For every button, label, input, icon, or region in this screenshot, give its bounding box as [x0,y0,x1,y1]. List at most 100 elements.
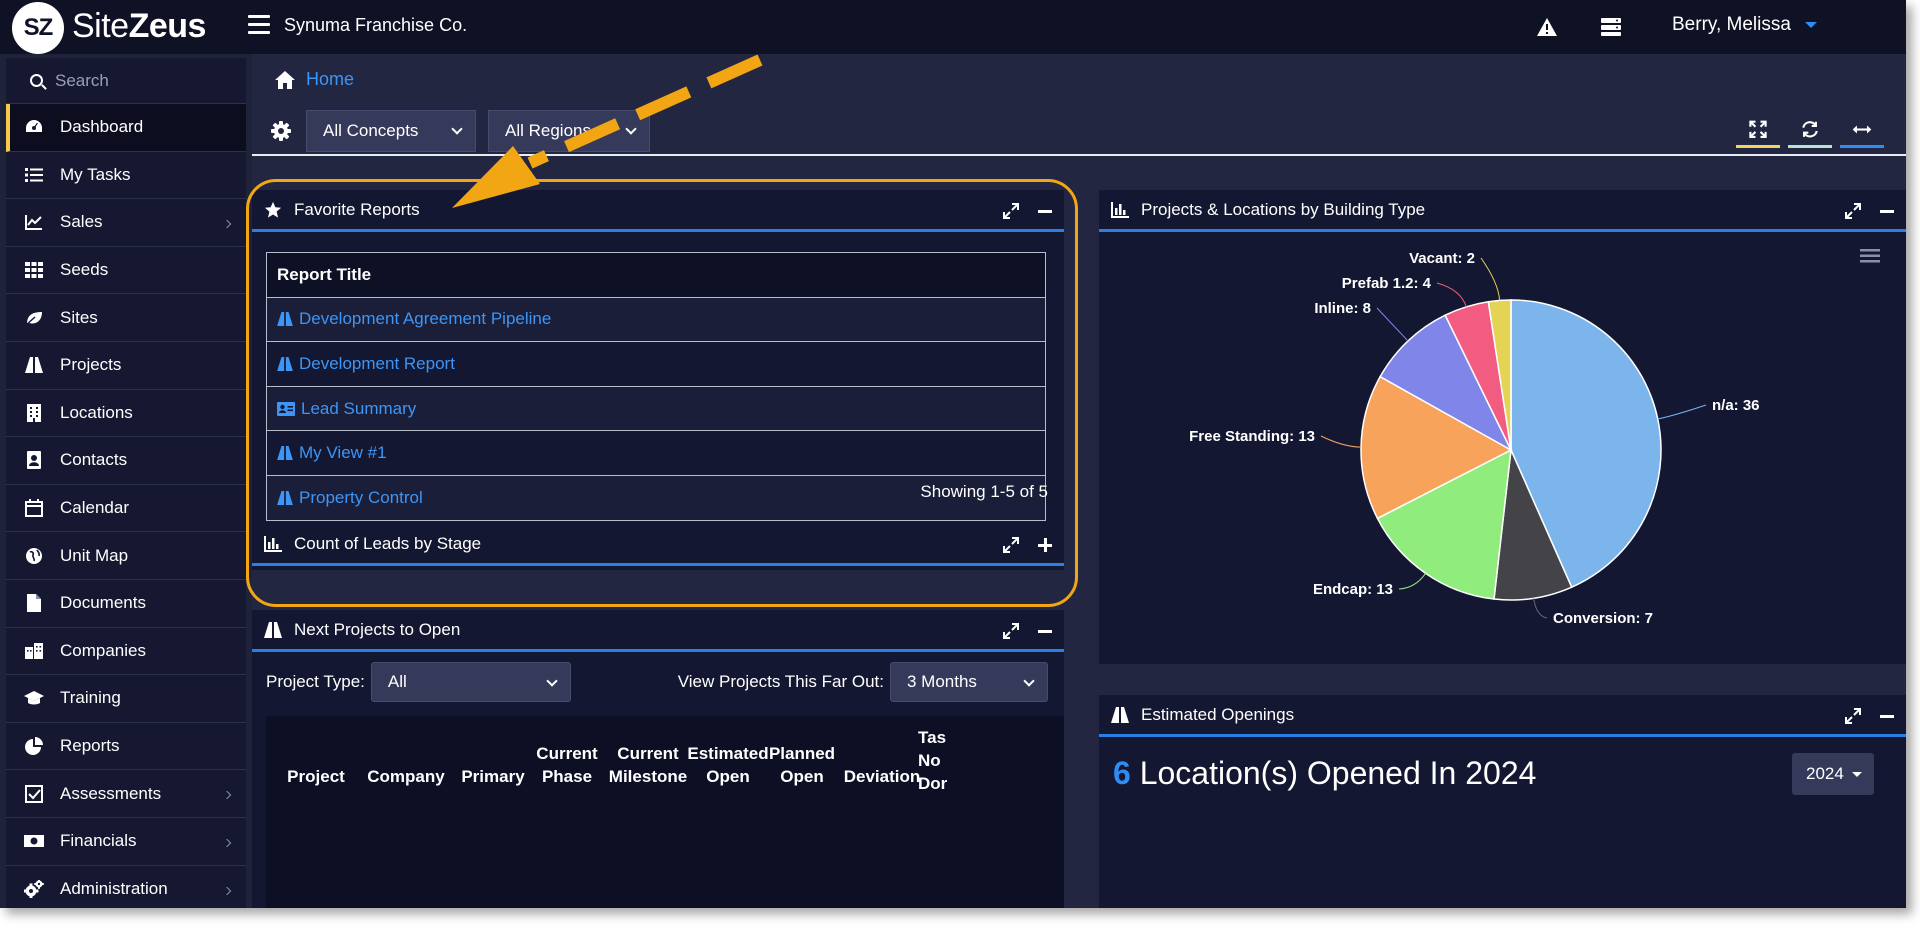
column-header[interactable]: Planned Open [768,744,836,786]
sidebar-item-label: My Tasks [60,164,131,184]
far-out-select[interactable]: 3 Months [890,662,1048,702]
favorite-reports-table: Report Title Development Agreement Pipel… [266,252,1046,521]
expand-icon[interactable] [1844,202,1862,220]
pie-connector [1398,573,1427,590]
menu-icon[interactable] [248,15,270,35]
project-type-select[interactable]: All [370,662,571,702]
sidebar-item-administration[interactable]: Administration [6,866,246,909]
sidebar-search[interactable]: Search [6,58,246,104]
sidebar-item-calendar[interactable]: Calendar [6,485,246,533]
minimize-icon[interactable] [1036,202,1054,220]
tasks-icon [24,166,44,184]
width-toggle-indicator [1840,144,1884,148]
widget-header: Estimated Openings [1099,695,1906,737]
logo[interactable]: SZ [12,2,64,54]
server-icon[interactable] [1600,17,1622,42]
minimize-icon[interactable] [1878,707,1896,725]
pie-slice-free-standing[interactable] [1360,375,1513,520]
minimize-icon[interactable] [1878,202,1896,220]
sidebar-item-locations[interactable]: Locations [6,390,246,438]
sidebar-item-label: Dashboard [60,117,144,137]
sidebar-item-reports[interactable]: Reports [6,723,246,771]
chevron-right-icon [222,791,232,800]
search-input[interactable]: Search [55,70,109,90]
top-bar: SZ SiteZeus Synuma Franchise Co. Berry, … [0,0,1906,54]
column-header[interactable]: Primary [461,767,525,786]
sidebar-item-training[interactable]: Training [6,675,246,723]
expand-icon[interactable] [1002,202,1020,220]
warning-icon[interactable] [1536,17,1558,42]
pie-slice-n-a[interactable] [1510,299,1662,589]
report-title[interactable]: My View #1 [299,443,387,463]
pie-slice-endcap[interactable] [1376,448,1512,600]
year-dropdown[interactable]: 2024 [1792,753,1874,795]
table-row: Property Control [266,474,1046,521]
column-header[interactable]: Estimated Open [687,744,769,786]
sidebar-item-sales[interactable]: Sales [6,199,246,247]
column-header[interactable]: Project [287,767,345,786]
report-title[interactable]: Development Agreement Pipeline [299,309,552,329]
report-link[interactable]: My View #1 [266,430,1046,476]
report-link[interactable]: Property Control [266,474,1046,521]
column-header[interactable]: Current Phase [536,744,598,786]
sidebar: Search Dashboard My Tasks Sales Seeds Sites P… [6,58,246,908]
sidebar-item-financials[interactable]: Financials [6,818,246,866]
concepts-select[interactable]: All Concepts [306,110,476,152]
column-header[interactable]: Tas No Dor [918,728,948,793]
sidebar-item-my-tasks[interactable]: My Tasks [6,152,246,200]
sidebar-item-documents[interactable]: Documents [6,580,246,628]
expand-icon[interactable] [1844,707,1862,725]
building-type-pie-chart: n/a: 36 Conversion: 7 Endcap: 13 Free Stand… [1189,249,1880,627]
project-type-filter: Project Type: All [266,662,571,702]
sidebar-item-companies[interactable]: Companies [6,628,246,676]
widget-header: Projects & Locations by Building Type [1099,190,1906,232]
sidebar-item-projects[interactable]: Projects [6,342,246,390]
report-title[interactable]: Property Control [299,487,423,507]
pie-slice-inline[interactable] [1379,314,1513,452]
refresh-button[interactable] [1788,120,1832,148]
home-icon[interactable] [274,70,296,90]
expand-icon[interactable] [1002,622,1020,640]
user-menu[interactable]: Berry, Melissa [1672,14,1791,35]
gear-icon[interactable] [270,120,292,142]
building-type-widget: Projects & Locations by Building Type n/… [1099,190,1906,664]
sidebar-item-assessments[interactable]: Assessments [6,770,246,818]
pie-connector [1320,435,1362,448]
sidebar-item-label: Administration [60,878,168,898]
openings-text: Location(s) Opened In 2024 [1139,755,1537,791]
sidebar-item-unit-map[interactable]: Unit Map [6,532,246,580]
bar-chart-icon [1111,201,1129,218]
fullscreen-icon [1749,120,1767,138]
regions-select[interactable]: All Regions [488,110,650,152]
report-link[interactable]: Development Report [266,341,1046,387]
sidebar-item-seeds[interactable]: Seeds [6,247,246,295]
width-toggle-button[interactable] [1840,120,1884,148]
sidebar-item-label: Seeds [60,260,109,280]
sidebar-item-sites[interactable]: Sites [6,294,246,342]
sidebar-item-contacts[interactable]: Contacts [6,437,246,485]
column-header[interactable]: Deviation [843,767,921,786]
expand-icon[interactable] [1002,536,1020,554]
table-row: Development Report [266,341,1046,387]
column-header[interactable]: Company [367,767,445,786]
road-icon [1111,706,1129,723]
column-header[interactable]: Current Milestone [608,744,688,786]
report-title[interactable]: Development Report [299,353,455,373]
pie-data-label: Vacant: 2 [1409,250,1475,267]
companies-icon [24,642,44,660]
chevron-right-icon [222,838,232,848]
dashboard-toolbar [1736,120,1884,148]
chart-menu-icon[interactable] [1860,249,1880,263]
widget-title: Estimated Openings [1141,704,1295,724]
arrows-horizontal-icon [1852,125,1872,134]
sidebar-item-dashboard[interactable]: Dashboard [6,104,246,152]
breadcrumb-home[interactable]: Home [306,69,355,89]
caret-down-icon[interactable] [1805,22,1817,28]
report-title[interactable]: Lead Summary [301,398,417,418]
fullscreen-button[interactable] [1736,120,1780,148]
brand-name-bold: Zeus [128,7,207,45]
report-link[interactable]: Lead Summary [266,385,1046,432]
expand-widget-icon[interactable] [1036,536,1054,554]
minimize-icon[interactable] [1036,622,1054,640]
report-link[interactable]: Development Agreement Pipeline [266,296,1046,343]
